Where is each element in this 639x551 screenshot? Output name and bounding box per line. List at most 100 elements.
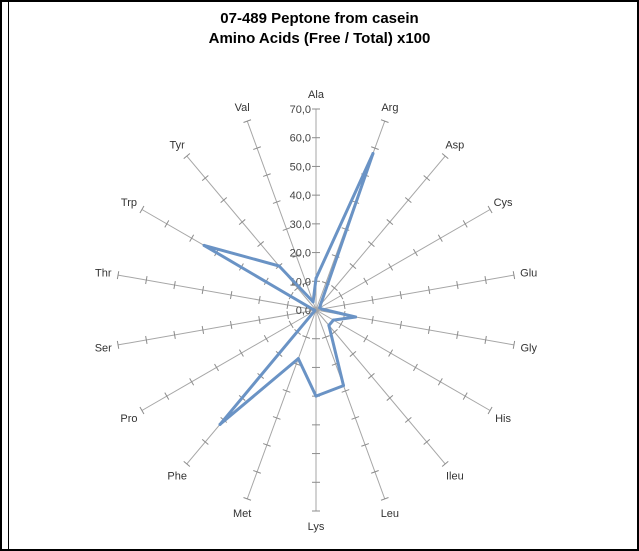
axis-tick — [386, 395, 394, 401]
axis-tick — [349, 263, 357, 269]
data-point-thr — [311, 308, 315, 312]
tick-label: 50,0 — [290, 161, 311, 173]
category-label: Phe — [167, 470, 187, 482]
category-label: Thr — [95, 267, 112, 279]
axis-tick — [282, 227, 291, 231]
axis-tick — [487, 406, 493, 415]
axis-tick — [487, 205, 493, 214]
data-point-leu — [341, 384, 345, 388]
category-label: Asp — [445, 140, 464, 152]
chart-title: 07-489 Peptone from casein — [220, 10, 419, 27]
axis-tick — [164, 392, 170, 400]
axis-tick — [201, 175, 209, 181]
axis-tick — [367, 241, 375, 247]
axis-tick — [257, 241, 265, 247]
axis-spoke-asp — [315, 155, 446, 311]
tick-label: 60,0 — [290, 133, 311, 145]
axis-spoke-ileu — [315, 309, 446, 465]
category-label: His — [495, 413, 511, 425]
data-point-his — [331, 318, 335, 322]
axis-tick — [253, 470, 262, 474]
axis-tick — [338, 291, 344, 300]
data-point-trp — [202, 243, 206, 247]
axis-tick — [338, 320, 344, 329]
axis-tick — [173, 281, 176, 290]
axis-tick — [243, 497, 252, 501]
axis-tick — [282, 389, 291, 393]
axis-tick — [238, 349, 244, 357]
axis-tick — [370, 146, 379, 150]
axis-tick — [413, 363, 418, 372]
data-point-phe — [218, 422, 222, 426]
axis-tick — [258, 296, 261, 305]
axis-tick — [272, 200, 281, 204]
axis-tick — [116, 340, 120, 349]
category-label: Ser — [95, 343, 112, 355]
axis-tick — [363, 277, 369, 285]
axis-tick — [363, 335, 369, 343]
axis-spoke-glu — [315, 274, 515, 311]
axis-spoke-thr — [117, 274, 317, 311]
axis-tick — [404, 197, 412, 203]
axis-tick — [258, 315, 261, 324]
axis-tick — [367, 373, 375, 379]
axis-tick — [462, 392, 468, 400]
axis-tick — [462, 220, 468, 228]
axis-tick — [263, 335, 269, 343]
axis-tick — [272, 416, 281, 420]
axis-tick — [413, 248, 418, 257]
axis-tick — [437, 234, 443, 242]
axis-tick — [441, 153, 449, 159]
chart-subtitle: Amino Acids (Free / Total) x100 — [208, 30, 431, 47]
data-point-arg — [371, 152, 375, 156]
axis-tick — [441, 461, 449, 467]
tick-label: 10,0 — [290, 276, 311, 288]
axis-tick — [229, 291, 233, 300]
data-point-ileu — [327, 323, 331, 327]
axis-tick — [423, 439, 431, 445]
category-label: Trp — [121, 197, 137, 209]
axis-tick — [343, 300, 346, 310]
axis-tick — [145, 335, 148, 344]
axis-tick — [183, 153, 191, 159]
axis-tick — [145, 276, 148, 285]
axis-tick — [388, 263, 394, 271]
data-point-met — [296, 357, 300, 361]
axis-tick — [262, 173, 271, 177]
category-label: Val — [235, 102, 250, 114]
axis-tick — [302, 281, 311, 285]
axis-tick — [341, 389, 350, 393]
axis-tick — [456, 330, 459, 339]
category-label: Ala — [308, 89, 325, 101]
category-label: Cys — [494, 197, 513, 209]
data-point-val — [311, 300, 315, 304]
axis-tick — [484, 276, 487, 285]
category-label: Glu — [520, 267, 537, 279]
tick-label: 40,0 — [290, 190, 311, 202]
tick-label: 0,0 — [296, 305, 311, 317]
axis-tick — [286, 310, 289, 320]
axis-tick — [371, 315, 374, 324]
data-point-gly — [354, 315, 358, 319]
axis-tick — [116, 271, 120, 280]
axis-tick — [201, 439, 209, 445]
axis-tick — [512, 271, 516, 280]
data-point-ala — [314, 276, 318, 280]
category-label: Ileu — [446, 470, 464, 482]
axis-tick — [427, 325, 431, 334]
axis-tick — [388, 349, 394, 357]
axis-spoke-val — [246, 120, 317, 311]
axis-tick — [262, 443, 271, 447]
axis-tick — [437, 378, 443, 386]
axis-tick — [253, 146, 262, 150]
axis-spoke-his — [315, 309, 491, 411]
axis-tick — [380, 497, 389, 501]
axis-spoke-leu — [315, 309, 386, 500]
axis-tick — [404, 417, 412, 423]
axis-tick — [321, 335, 330, 339]
axis-spoke-ser — [117, 309, 317, 346]
category-label: Met — [233, 508, 251, 520]
category-label: Gly — [520, 343, 537, 355]
